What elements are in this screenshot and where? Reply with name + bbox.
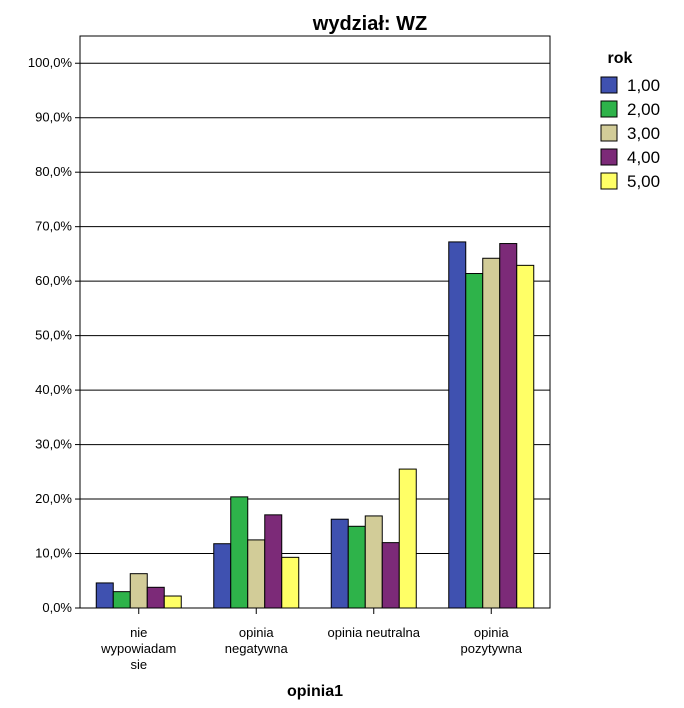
y-tick-label: 80,0% [35,164,72,179]
legend-label-4: 4,00 [627,148,660,167]
chart-title: wydział: WZ [312,13,427,35]
gridlines [80,62,550,609]
plot-frame [79,35,551,609]
legend-swatch-5 [600,172,618,190]
legend-swatch-1 [600,76,618,94]
bar-2-cat-4 [465,273,484,609]
bar-1-cat-3 [330,518,349,609]
legend-label-3: 3,00 [627,124,660,143]
x-tick-label: opinia [239,625,274,640]
y-tick-label: 70,0% [35,219,72,234]
bar-1-cat-4 [448,241,467,609]
bar-3-cat-2 [247,539,266,609]
bar-4-cat-2 [264,514,283,609]
x-tick-label: opinia [474,625,509,640]
x-tick-label: nie [130,625,147,640]
bar-5-cat-2 [281,556,300,609]
y-axis: 0,0% 10,0% 20,0% 30,0% 40,0% 50,0% 60,0% 70,0% 8… [28,55,80,615]
legend: rok 1,00 2,00 3,00 4,00 5,00 [600,50,660,191]
y-tick-label: 10,0% [35,546,72,561]
legend-title: rok [608,50,633,67]
bar-1-cat-2 [213,543,232,609]
x-tick-label: negatywna [225,641,289,656]
bars [95,241,535,609]
bar-4-cat-1 [146,586,165,609]
x-tick-label: wypowiadam [100,641,176,656]
bar-1-cat-1 [95,582,114,609]
y-tick-label: 0,0% [42,600,72,615]
bar-2-cat-3 [347,525,366,609]
y-tick-label: 90,0% [35,110,72,125]
x-tick-label: opinia neutralna [327,625,420,640]
y-tick-label: 40,0% [35,382,72,397]
x-axis-label: opinia1 [287,683,343,700]
legend-label-2: 2,00 [627,100,660,119]
bar-5-cat-3 [398,468,417,609]
bar-2-cat-1 [112,591,131,609]
bar-3-cat-3 [364,515,383,609]
legend-swatch-4 [600,148,618,166]
bar-2-cat-2 [230,496,249,609]
bar-4-cat-4 [499,243,518,609]
y-tick-label: 60,0% [35,273,72,288]
bar-3-cat-1 [129,573,148,609]
x-tick-label: pozytywna [461,641,523,656]
bar-5-cat-4 [516,264,535,609]
legend-label-1: 1,00 [627,76,660,95]
bar-3-cat-4 [482,257,501,609]
y-tick-label: 100,0% [28,55,73,70]
y-tick-label: 30,0% [35,437,72,452]
y-tick-label: 20,0% [35,491,72,506]
y-tick-label: 50,0% [35,328,72,343]
x-tick-label: sie [130,657,147,672]
legend-swatch-2 [600,100,618,118]
legend-swatch-3 [600,124,618,142]
bar-4-cat-3 [381,542,400,609]
bar-5-cat-1 [163,595,182,609]
legend-label-5: 5,00 [627,172,660,191]
